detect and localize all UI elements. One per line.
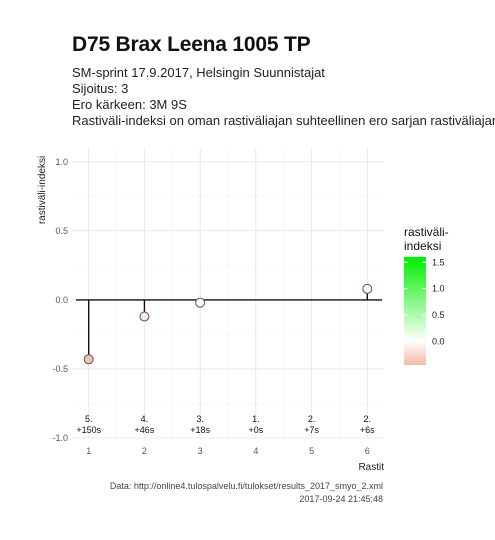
x-tick-label: 4: [253, 446, 258, 456]
caption-timestamp: 2017-09-24 21:45:48: [299, 494, 383, 504]
chart-title: D75 Brax Leena 1005 TP: [72, 33, 311, 56]
y-tick-label: -1.0: [52, 433, 68, 443]
legend-title-line-1: rastiväli-: [404, 225, 449, 239]
legend-tick-label: 0.5: [432, 310, 445, 320]
legend-tick-label: 1.5: [432, 257, 445, 267]
y-tick-label: 0.0: [55, 295, 68, 305]
annotation-time-diff: +0s: [248, 425, 263, 435]
annotation-rank: 5.: [85, 414, 93, 424]
annotation-rank: 2.: [364, 414, 372, 424]
x-axis-title: Rastit: [358, 462, 384, 473]
annotation-time-diff: +7s: [304, 425, 319, 435]
legend-tick-label: 1.0: [432, 284, 445, 294]
caption-source: Data: http://online4.tulospalvelu.fi/tul…: [109, 481, 383, 491]
annotation-rank: 4.: [141, 414, 149, 424]
annotation-time-diff: +18s: [190, 425, 210, 435]
subtitle-line-1: SM-sprint 17.9.2017, Helsingin Suunnista…: [72, 65, 325, 80]
data-point: [139, 311, 150, 322]
legend-tick-label: 0.0: [432, 336, 445, 346]
x-tick-label: 6: [365, 446, 370, 456]
subtitle-line-2: Sijoitus: 3: [72, 81, 129, 96]
y-axis-title: rastiväli-indeksi: [37, 156, 48, 224]
data-point: [362, 283, 373, 294]
legend-title-line-2: indeksi: [404, 239, 441, 253]
y-tick-label: 1.0: [55, 157, 68, 167]
data-point: [195, 297, 206, 308]
subtitle-line-3: Ero kärkeen: 3M 9S: [72, 97, 187, 112]
x-tick-label: 3: [198, 446, 203, 456]
annotation-time-diff: +6s: [360, 425, 375, 435]
subtitle-line-4: Rastiväli-indeksi on oman rastiväliajan …: [72, 113, 495, 128]
y-tick-label: 0.5: [55, 226, 68, 236]
annotation-time-diff: +150s: [76, 425, 101, 435]
data-point: [83, 354, 94, 365]
annotation-rank: 2.: [308, 414, 316, 424]
x-tick-label: 2: [142, 446, 147, 456]
x-tick-label: 5: [309, 446, 314, 456]
y-tick-label: -0.5: [52, 364, 68, 374]
legend-color-bar: [404, 257, 426, 365]
x-tick-label: 1: [86, 446, 91, 456]
annotation-rank: 3.: [196, 414, 204, 424]
annotation-rank: 1.: [252, 414, 260, 424]
annotation-time-diff: +46s: [135, 425, 155, 435]
